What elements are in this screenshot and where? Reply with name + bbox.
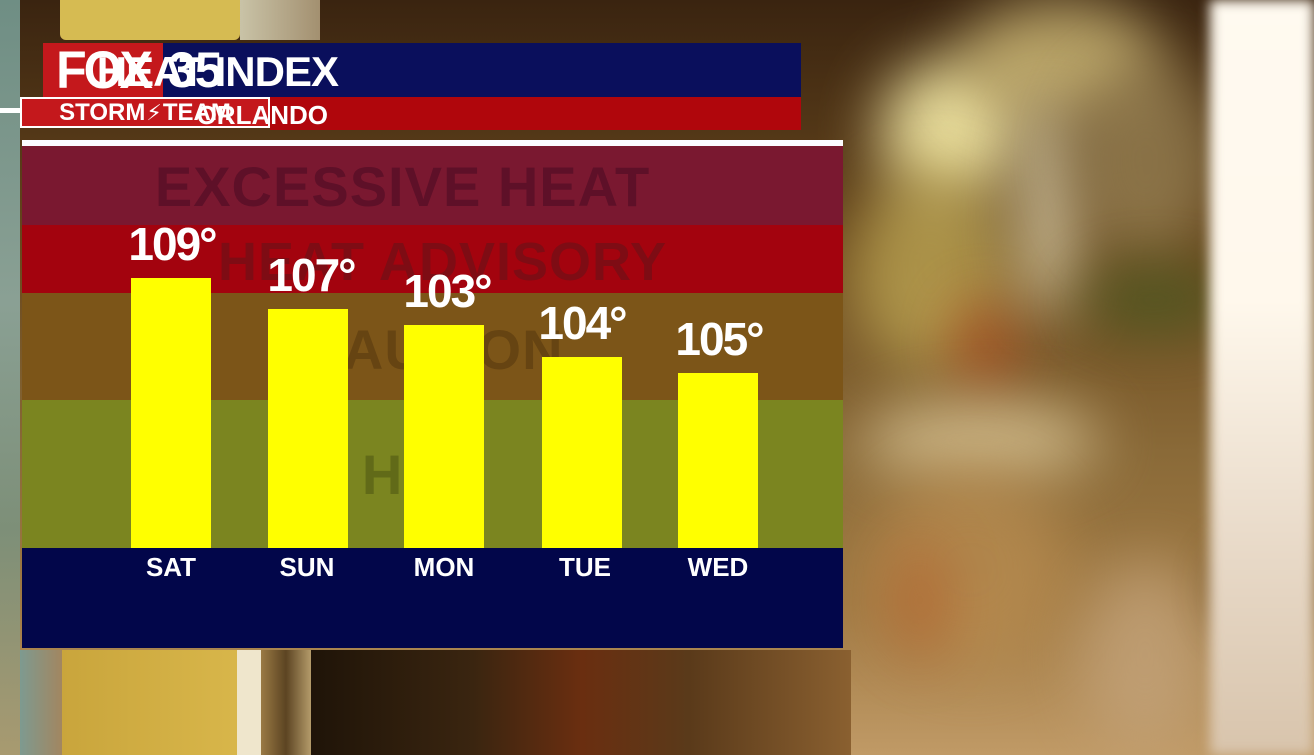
- storm-team-logo-inner: STORM ⚡ TEAM: [22, 99, 268, 126]
- station-header: FOX 35 STORM ⚡ TEAM HEAT INDEX ORLANDO: [0, 0, 850, 140]
- axis-band: [22, 548, 843, 648]
- fox-logo: FOX: [43, 43, 163, 97]
- bar-tue: [542, 357, 622, 548]
- background-bokeh: [1070, 60, 1220, 260]
- background-bokeh: [870, 470, 1070, 670]
- panel-top-border: [22, 140, 843, 146]
- background-strip: [240, 0, 320, 40]
- heat-index-chart: EXCESSIVE HEAT HEAT ADVISORY CAUTION HOT…: [22, 140, 843, 648]
- day-label-sat: SAT: [145, 552, 197, 582]
- background-bokeh: [960, 300, 1010, 390]
- title-bar: [163, 43, 801, 97]
- bar-mon: [404, 325, 484, 548]
- fox-logo-text: FOX: [56, 40, 153, 100]
- band-label-heat-advisory: HEAT ADVISORY: [217, 232, 668, 292]
- background-left-wall: [0, 0, 20, 755]
- day-label-tue: TUE: [559, 552, 611, 582]
- day-label-sun: SUN: [279, 552, 335, 582]
- location-label: ORLANDO: [196, 100, 328, 130]
- background-bokeh: [1080, 560, 1210, 750]
- channel-number: 35: [168, 42, 223, 98]
- background-yellow-post-bottom: [62, 650, 237, 755]
- background-yellow-post: [60, 0, 240, 40]
- storm-team-text-left: STORM: [59, 98, 146, 126]
- bar-wed: [678, 373, 758, 548]
- value-label-sun: 107°: [267, 249, 356, 301]
- location-bar: [270, 97, 801, 130]
- band-label-excessive-heat: EXCESSIVE HEAT: [154, 155, 651, 218]
- background-white-strip: [237, 650, 261, 755]
- background-dark-foliage: [311, 650, 851, 755]
- value-label-mon: 103°: [403, 265, 492, 317]
- value-label-sat: 109°: [128, 218, 217, 270]
- storm-team-text-right: TEAM: [162, 98, 231, 126]
- background-bokeh: [1020, 100, 1080, 320]
- storm-team-logo: STORM ⚡ TEAM: [20, 97, 270, 128]
- day-label-wed: WED: [687, 552, 749, 582]
- background-bokeh: [860, 400, 1100, 480]
- band-excessive-heat: EXCESSIVE HEAT: [22, 146, 843, 225]
- value-label-wed: 105°: [675, 313, 764, 365]
- background-bright-window: [1210, 0, 1314, 755]
- band-heat-advisory: HEAT ADVISORY: [22, 225, 843, 293]
- background-bottom-edge: [20, 650, 62, 755]
- header-pointer-line: [0, 108, 20, 113]
- background-bark-strip: [261, 650, 311, 755]
- page-title: HEAT INDEX: [96, 48, 339, 95]
- lightning-bolt-icon: ⚡: [146, 99, 162, 125]
- day-label-mon: MON: [413, 552, 475, 582]
- background-bokeh: [1080, 270, 1230, 330]
- bar-sat: [131, 278, 211, 548]
- bar-sun: [268, 309, 348, 548]
- background-bokeh: [900, 540, 940, 660]
- value-label-tue: 104°: [538, 297, 627, 349]
